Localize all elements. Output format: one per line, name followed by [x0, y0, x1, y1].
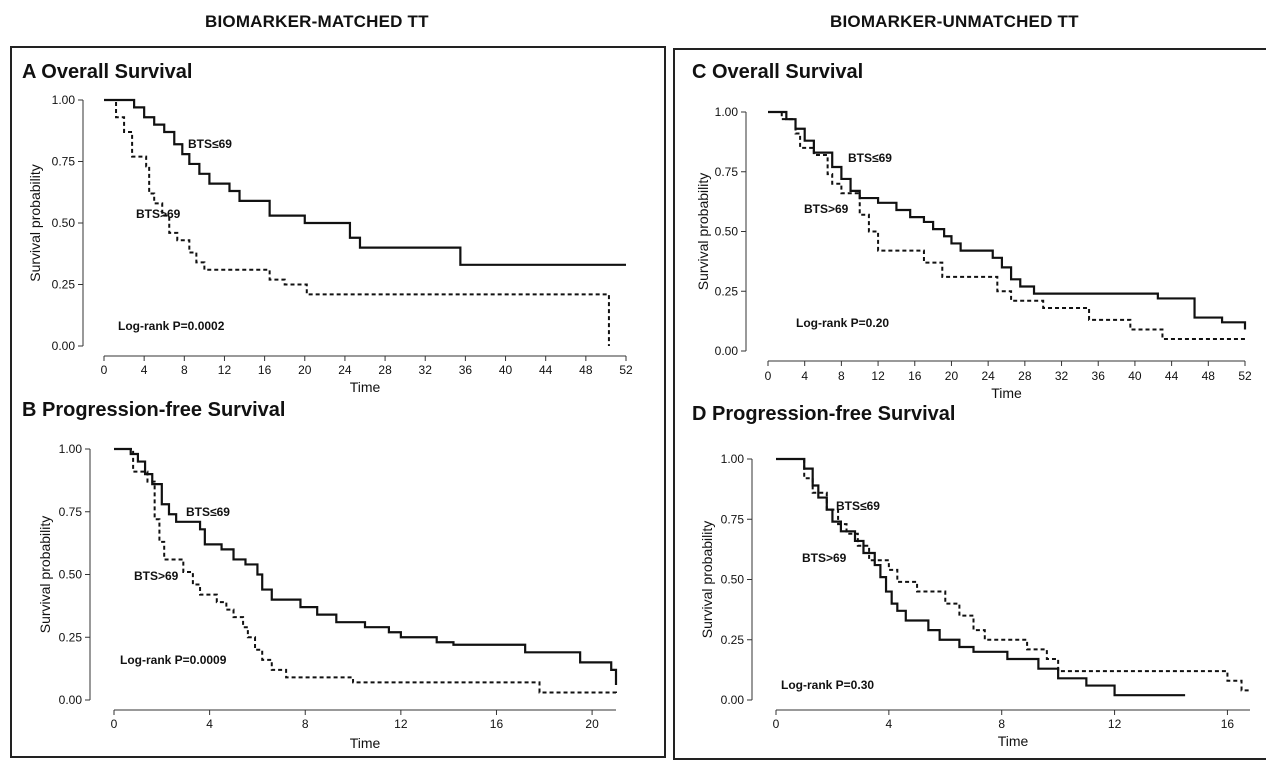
- chart-a-y-tick-label: 0.75: [52, 155, 76, 169]
- chart-a-x-tick-label: 20: [298, 363, 312, 377]
- chart-c-series-label: BTS>69: [804, 202, 849, 216]
- chart-d-y-tick-label: 1.00: [721, 452, 745, 466]
- chart-b-series-label: BTS>69: [134, 569, 179, 583]
- chart-a-y-tick-label: 1.00: [52, 93, 76, 107]
- chart-b-x-tick-label: 20: [585, 717, 599, 731]
- chart-a-title: A Overall Survival: [22, 61, 192, 83]
- chart-d: D Progression-free Survival 0 4 8 12 16 Time 0.…: [692, 403, 1250, 749]
- chart-d-series-label: BTS≤69: [836, 499, 880, 513]
- chart-a-x-tick-label: 12: [218, 363, 232, 377]
- chart-b-x-tick-label: 0: [111, 717, 118, 731]
- chart-b-y-tick-label: 0.25: [59, 630, 83, 644]
- chart-c-x-tick-label: 52: [1238, 369, 1252, 383]
- chart-c-x-tick-label: 12: [871, 369, 885, 383]
- chart-a-x-tick-label: 16: [258, 363, 272, 377]
- chart-a-series-label: BTS≤69: [188, 137, 232, 151]
- chart-a-x-tick-label: 8: [181, 363, 188, 377]
- header-biomarker-matched: BIOMARKER-MATCHED TT: [205, 12, 429, 31]
- chart-a-x-axis-label: Time: [350, 379, 381, 395]
- chart-d-y-tick-label: 0.00: [721, 693, 745, 707]
- chart-c-x-tick-label: 32: [1055, 369, 1069, 383]
- chart-c-x-tick-label: 0: [765, 369, 772, 383]
- chart-c-y-tick-label: 0.25: [715, 284, 739, 298]
- chart-c-y-tick-label: 0.00: [715, 344, 739, 358]
- chart-c-logrank-annotation: Log-rank P=0.20: [796, 316, 889, 330]
- chart-c-x-tick-label: 24: [981, 369, 995, 383]
- chart-c-x-tick-label: 4: [801, 369, 808, 383]
- header-biomarker-unmatched: BIOMARKER-UNMATCHED TT: [830, 12, 1079, 31]
- chart-d-y-tick-label: 0.50: [721, 573, 745, 587]
- chart-d-x-tick-label: 12: [1108, 717, 1122, 731]
- chart-c-x-tick-label: 36: [1092, 369, 1106, 383]
- chart-d-x-tick-label: 0: [773, 717, 780, 731]
- chart-a-x-tick-label: 4: [141, 363, 148, 377]
- chart-d-y-tick-label: 0.25: [721, 633, 745, 647]
- chart-b-series-bts-gt-69: [114, 448, 617, 695]
- chart-b: B Progression-free Survival 0 4 8 12 16 20 Time…: [22, 399, 618, 751]
- chart-b-x-axis-label: Time: [350, 735, 381, 751]
- chart-c-title: C Overall Survival: [692, 61, 863, 83]
- chart-c-x-tick-label: 28: [1018, 369, 1032, 383]
- chart-c-series-label: BTS≤69: [848, 151, 892, 165]
- chart-d-logrank-annotation: Log-rank P=0.30: [781, 678, 874, 692]
- chart-a-x-tick-label: 36: [459, 363, 473, 377]
- chart-b-x-tick-label: 16: [490, 717, 504, 731]
- chart-c-x-tick-label: 8: [838, 369, 845, 383]
- chart-d-series-bts-le-69: [776, 457, 1186, 697]
- chart-d-series-bts-gt-69: [776, 458, 1250, 692]
- chart-a-x-tick-label: 48: [579, 363, 593, 377]
- chart-d-x-tick-label: 16: [1221, 717, 1235, 731]
- chart-c-y-tick-label: 0.75: [715, 165, 739, 179]
- chart-c-y-tick-label: 0.50: [715, 225, 739, 239]
- chart-b-y-tick-label: 1.00: [59, 442, 83, 456]
- chart-b-x-tick-label: 8: [302, 717, 309, 731]
- chart-c-x-tick-label: 20: [945, 369, 959, 383]
- chart-c-y-axis-label: Survival probability: [695, 173, 711, 291]
- chart-b-y-tick-label: 0.00: [59, 693, 83, 707]
- chart-a-x-tick-label: 52: [619, 363, 633, 377]
- chart-d-x-tick-label: 8: [998, 717, 1005, 731]
- chart-a-x-tick-label: 44: [539, 363, 553, 377]
- chart-b-series-bts-le-69: [114, 447, 618, 685]
- chart-a-x-tick-label: 28: [378, 363, 392, 377]
- chart-b-series-label: BTS≤69: [186, 505, 230, 519]
- chart-a-series-bts-gt-69: [104, 99, 610, 346]
- chart-a-series-bts-le-69: [104, 98, 626, 266]
- chart-c-x-tick-label: 44: [1165, 369, 1179, 383]
- chart-c-x-tick-label: 16: [908, 369, 922, 383]
- chart-c-x-axis-label: Time: [991, 385, 1022, 401]
- chart-c-series-bts-le-69: [768, 110, 1247, 330]
- chart-a-x-tick-label: 0: [101, 363, 108, 377]
- chart-d-y-tick-label: 0.75: [721, 512, 745, 526]
- chart-d-x-axis-label: Time: [998, 733, 1029, 749]
- chart-a-x-tick-label: 40: [499, 363, 513, 377]
- chart-a-series-label: BTS>69: [136, 207, 181, 221]
- chart-a-y-axis-label: Survival probability: [27, 164, 43, 282]
- chart-a-x-tick-label: 32: [419, 363, 433, 377]
- chart-a-y-tick-label: 0.25: [52, 278, 76, 292]
- chart-a-y-tick-label: 0.00: [52, 339, 76, 353]
- chart-b-title: B Progression-free Survival: [22, 399, 285, 421]
- chart-d-y-axis-label: Survival probability: [699, 521, 715, 639]
- chart-b-y-axis-label: Survival probability: [37, 516, 53, 634]
- chart-b-logrank-annotation: Log-rank P=0.0009: [120, 653, 227, 667]
- chart-d-series-label: BTS>69: [802, 551, 847, 565]
- chart-a-logrank-annotation: Log-rank P=0.0002: [118, 319, 225, 333]
- chart-a-x-tick-label: 24: [338, 363, 352, 377]
- chart-b-y-tick-label: 0.75: [59, 505, 83, 519]
- chart-c-x-tick-label: 48: [1202, 369, 1216, 383]
- chart-c-y-tick-label: 1.00: [715, 105, 739, 119]
- chart-b-x-tick-label: 12: [394, 717, 408, 731]
- chart-d-title: D Progression-free Survival: [692, 403, 955, 425]
- chart-b-x-tick-label: 4: [206, 717, 213, 731]
- chart-d-x-tick-label: 4: [886, 717, 893, 731]
- chart-a-y-tick-label: 0.50: [52, 216, 76, 230]
- chart-c-series-bts-gt-69: [768, 111, 1245, 341]
- chart-c-x-tick-label: 40: [1128, 369, 1142, 383]
- chart-b-y-tick-label: 0.50: [59, 568, 83, 582]
